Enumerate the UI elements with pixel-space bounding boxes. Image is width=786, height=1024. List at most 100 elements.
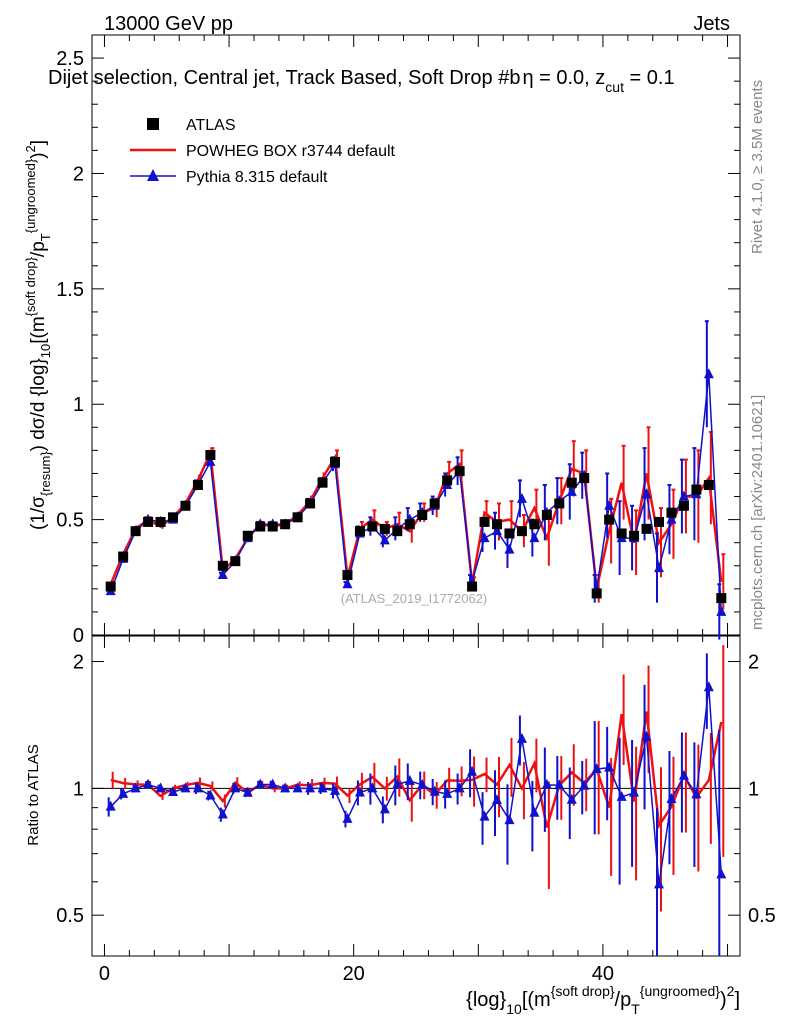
pythia-ratio-marker [292, 782, 303, 793]
pythia-ratio-marker [379, 803, 390, 814]
atlas-marker [442, 475, 453, 486]
atlas-marker [666, 507, 677, 518]
ratio-axis-ticks: 0 20 40 0.5 0.5 1 1 2 2 [56, 636, 776, 985]
atlas-marker [230, 556, 241, 567]
pythia-ratio-marker [180, 782, 191, 793]
pythia-ratio-marker [143, 778, 154, 789]
ratio-y-axis-label: Ratio to ATLAS [25, 744, 42, 845]
ratio-line-2 [110, 687, 723, 885]
pythia-ratio-marker [217, 808, 228, 819]
atlas-marker [479, 516, 490, 527]
pythia-ratio-marker [467, 765, 478, 776]
pythia-ratio-marker [442, 787, 453, 798]
main-y-tick-label: 2 [73, 163, 84, 185]
pythia-ratio-marker [504, 814, 515, 825]
atlas-marker [317, 477, 328, 488]
pythia-marker [492, 525, 502, 536]
pythia-ratio-marker [118, 787, 129, 798]
plot-subtitle: Dijet selection, Central jet, Track Base… [48, 67, 675, 95]
subtitle-end: = 0.1 [624, 67, 675, 89]
atlas-marker [354, 526, 365, 537]
pythia-ratio-marker [267, 778, 278, 789]
pythia-ratio-marker [479, 810, 490, 821]
main-data-layer [105, 320, 727, 640]
pythia-ratio-marker [541, 778, 552, 789]
atlas-marker [379, 523, 390, 534]
main-y-tick-label: 2.5 [56, 48, 84, 70]
atlas-marker [641, 523, 652, 534]
ratio-y-tick-label: 0.5 [748, 905, 776, 927]
pythia-ratio-marker [579, 779, 590, 790]
pythia-marker [716, 605, 727, 616]
pythia-marker [529, 532, 540, 543]
legend: ATLAS POWHEG BOX r3744 default Pythia 8.31… [130, 117, 396, 186]
main-y-tick-label: 0.5 [56, 510, 84, 532]
pythia-ratio-marker [554, 779, 565, 790]
pythia-ratio-marker [192, 782, 203, 793]
main-y-tick-label: 1 [73, 394, 84, 416]
legend-label: ATLAS [186, 117, 236, 134]
atlas-marker [143, 516, 154, 527]
pythia-ratio-marker [678, 769, 689, 780]
pythia-marker [217, 569, 228, 579]
atlas-marker [616, 528, 627, 539]
pythia-ratio-marker [654, 878, 664, 889]
atlas-marker [654, 516, 664, 527]
ratio-data-layer [105, 645, 727, 956]
atlas-marker [255, 521, 266, 532]
ratio-y-tick-label: 2 [748, 652, 759, 674]
atlas-marker [130, 526, 141, 537]
series-line-2 [110, 374, 723, 612]
subtitle-main: Dijet selection, Central jet, Track Base… [48, 67, 520, 89]
atlas-marker [118, 551, 129, 562]
pythia-ratio-marker [255, 778, 266, 789]
atlas-marker [305, 498, 316, 509]
legend-label: Pythia 8.315 default [186, 169, 328, 186]
pythia-ratio-marker [367, 782, 378, 793]
x-tick-label: 20 [343, 963, 365, 985]
atlas-marker [554, 498, 565, 509]
pythia-marker [566, 485, 577, 496]
pythia-ratio-marker [716, 868, 727, 879]
pythia-ratio-marker [354, 786, 365, 797]
pythia-ratio-marker [330, 784, 340, 795]
pythia-ratio-marker [417, 778, 428, 789]
atlas-marker [180, 500, 191, 511]
rivet-label: Rivet 4.1.0, ≥ 3.5M events [749, 80, 766, 254]
atlas-marker [629, 530, 640, 541]
atlas-marker [168, 512, 178, 523]
pythia-marker [504, 543, 515, 554]
atlas-marker [703, 480, 714, 490]
atlas-marker [417, 510, 428, 520]
pythia-ratio-marker [155, 782, 166, 793]
atlas-marker [566, 477, 577, 488]
pythia-marker [641, 488, 652, 499]
atlas-marker [280, 519, 291, 530]
pythia-ratio-marker [342, 812, 353, 823]
pythia-marker [703, 368, 714, 379]
pythia-ratio-marker [168, 785, 178, 796]
atlas-marker [504, 528, 515, 539]
atlas-marker [492, 519, 502, 530]
pythia-ratio-marker [305, 782, 316, 793]
pythia-ratio-marker [529, 806, 540, 817]
subtitle-eta: η = 0.0, z [522, 67, 605, 89]
pythia-ratio-marker [205, 789, 216, 800]
series-line-1 [109, 447, 723, 590]
atlas-marker [716, 593, 727, 604]
pythia-ratio-marker [392, 778, 403, 789]
pythia-ratio-marker [516, 732, 527, 743]
atlas-marker [205, 450, 216, 460]
pythia-ratio-marker [616, 790, 627, 801]
atlas-marker [579, 473, 590, 484]
atlas-marker [242, 530, 253, 541]
atlas-marker [105, 581, 116, 592]
pythia-ratio-marker [105, 800, 116, 811]
pythia-marker [342, 578, 353, 589]
main-y-axis-label: (1/σ{resum}) dσ/d {log}10[(m{soft drop}/… [23, 140, 53, 530]
atlas-marker [392, 526, 403, 537]
atlas-marker [367, 521, 378, 532]
x-tick-label: 40 [592, 963, 614, 985]
mcplots-label: mcplots.cern.ch [arXiv:2401.10621] [749, 395, 766, 630]
